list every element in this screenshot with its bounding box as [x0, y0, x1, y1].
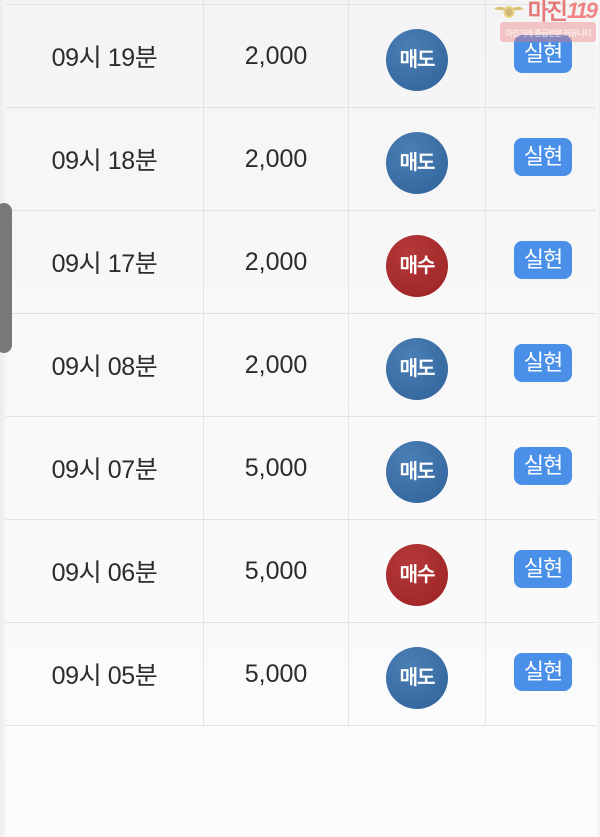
table-row[interactable]: 09시 17분 2,000 매수 실현: [0, 210, 600, 314]
trade-amount-cell: 5,000: [204, 519, 349, 623]
trade-amount-text: 2,000: [244, 144, 308, 173]
trade-type-cell: 매도: [349, 313, 486, 417]
trade-amount-cell: 2,000: [204, 210, 349, 314]
trade-amount-cell: 2,000: [204, 107, 349, 211]
sell-badge[interactable]: 매도: [386, 29, 448, 91]
trade-status-cell: 실현: [486, 211, 600, 314]
trade-time-cell: 09시 05분: [0, 622, 204, 726]
trade-amount-text: 5,000: [244, 453, 308, 482]
status-badge[interactable]: 실현: [514, 241, 572, 279]
table-row[interactable]: 09시 05분 5,000 매도 실현: [0, 622, 600, 726]
trade-amount-cell: 5,000: [204, 416, 349, 520]
trade-time-text: 09시 18분: [51, 147, 158, 175]
trade-type-cell: 매수: [349, 210, 486, 314]
trade-time-text: 09시 07분: [51, 456, 158, 484]
trade-time-cell: 09시 20분: [0, 0, 204, 5]
left-edge-drag-handle[interactable]: [0, 203, 12, 353]
trade-status-cell: 실현: [486, 5, 600, 108]
trade-time-cell: 09시 08분: [0, 313, 204, 417]
buy-badge[interactable]: 매수: [386, 544, 448, 606]
left-edge-band: [0, 0, 6, 837]
trade-status-cell: 실현: [486, 417, 600, 520]
table-row[interactable]: 09시 19분 2,000 매도 실현: [0, 4, 600, 108]
trade-status-cell: 실현: [486, 314, 600, 417]
sell-badge[interactable]: 매도: [386, 647, 448, 709]
trade-time-cell: 09시 18분: [0, 107, 204, 211]
trade-amount-text: 5,000: [244, 556, 308, 585]
trade-type-cell: 매도: [349, 107, 486, 211]
trade-amount-cell: 2,000: [204, 4, 349, 108]
trade-amount-cell: 5,000: [204, 622, 349, 726]
buy-badge[interactable]: 매수: [386, 235, 448, 297]
status-badge[interactable]: 실현: [514, 550, 572, 588]
trade-time-text: 09시 08분: [51, 353, 158, 381]
status-badge[interactable]: 실현: [514, 138, 572, 176]
trade-amount-text: 2,000: [244, 41, 308, 70]
trade-time-cell: 09시 17분: [0, 210, 204, 314]
status-badge[interactable]: 실현: [514, 35, 572, 73]
trade-time-cell: 09시 06분: [0, 519, 204, 623]
trade-type-cell: 매도: [349, 4, 486, 108]
trade-time-cell: 09시 07분: [0, 416, 204, 520]
trade-amount-cell: 2,000: [204, 0, 349, 5]
trade-type-cell: 매수: [349, 519, 486, 623]
status-badge[interactable]: 실현: [514, 653, 572, 691]
trade-amount-cell: 2,000: [204, 313, 349, 417]
trade-status-cell: 실현: [486, 623, 600, 726]
sell-badge[interactable]: 매도: [386, 441, 448, 503]
trade-time-text: 09시 05분: [51, 662, 158, 690]
trade-type-cell: 매도: [349, 416, 486, 520]
table-row[interactable]: 09시 07분 5,000 매도 실현: [0, 416, 600, 520]
table-row[interactable]: 09시 18분 2,000 매도 실현: [0, 107, 600, 211]
right-edge-band: [596, 0, 600, 837]
trade-type-cell: 매수: [349, 0, 486, 5]
trade-amount-text: 2,000: [244, 247, 308, 276]
table-row[interactable]: 09시 06분 5,000 매수 실현: [0, 519, 600, 623]
trade-time-text: 09시 19분: [51, 44, 158, 72]
trade-status-cell: 실현: [486, 108, 600, 211]
trade-amount-text: 5,000: [244, 659, 308, 688]
trade-time-cell: 09시 19분: [0, 4, 204, 108]
trade-time-text: 09시 06분: [51, 559, 158, 587]
trade-amount-text: 2,000: [244, 350, 308, 379]
table-row[interactable]: 09시 08분 2,000 매도 실현: [0, 313, 600, 417]
trade-time-text: 09시 17분: [51, 250, 158, 278]
trade-status-cell: 실현: [486, 520, 600, 623]
status-badge[interactable]: 실현: [514, 344, 572, 382]
sell-badge[interactable]: 매도: [386, 338, 448, 400]
sell-badge[interactable]: 매도: [386, 132, 448, 194]
trade-type-cell: 매도: [349, 622, 486, 726]
status-badge[interactable]: 실현: [514, 447, 572, 485]
